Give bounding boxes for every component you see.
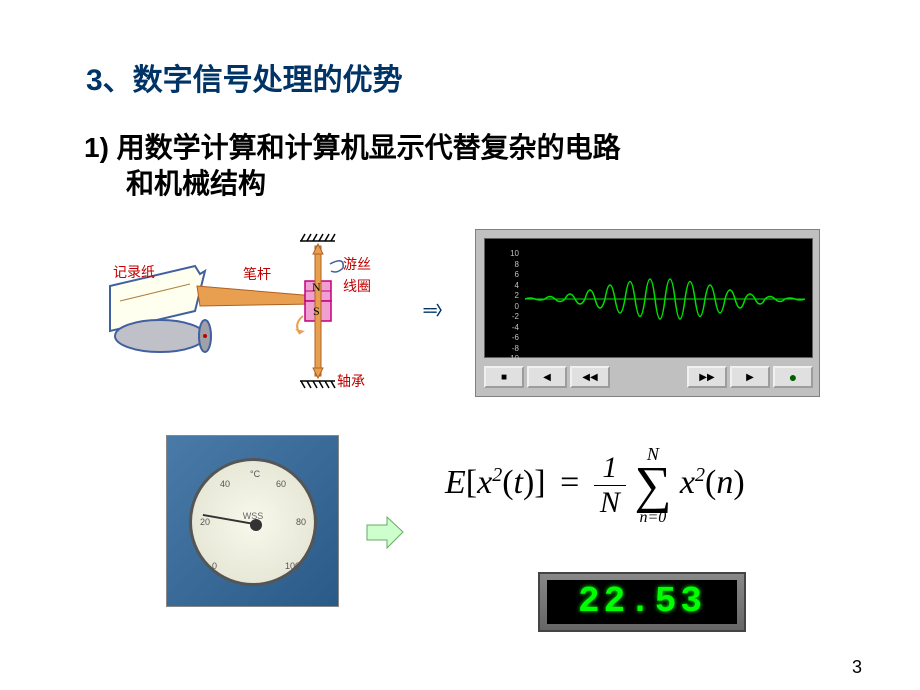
- label-coil: 线圈: [343, 276, 371, 296]
- record-button[interactable]: ●: [773, 366, 813, 388]
- stop-button[interactable]: ■: [484, 366, 524, 388]
- subtitle-line2: 和机械结构: [126, 168, 266, 199]
- signal-controls: ■ ◀ ◀◀ ▶▶ ▶ ●: [484, 364, 813, 390]
- digital-value: 22.53: [547, 580, 737, 624]
- slide-title: 3、数字信号处理的优势: [86, 55, 403, 99]
- label-bearing: 轴承: [337, 371, 365, 391]
- play-button[interactable]: ▶: [730, 366, 770, 388]
- arrow-text: ==〉: [423, 300, 448, 319]
- sigma-icon: ∑: [634, 463, 671, 510]
- label-paper: 记录纸: [113, 262, 155, 282]
- gauge-dial: 0 20 40 °C 60 80 100 WSS: [189, 458, 317, 586]
- label-pen: 笔杆: [243, 264, 271, 284]
- y-axis-labels: 10 8 6 4 2 0 -2 -4 -6 -8 -10: [497, 249, 519, 365]
- formula: E[x2(t)] = 1 N N ∑ n=0 x2(n): [445, 445, 745, 526]
- arrow-right-icon: [365, 515, 405, 550]
- subtitle-line1: 1) 用数学计算和计算机显示代替复杂的电路: [84, 132, 621, 163]
- gauge-hub: [250, 519, 262, 531]
- label-N: N: [312, 280, 321, 295]
- subtitle: 1) 用数学计算和计算机显示代替复杂的电路 和机械结构: [84, 130, 621, 203]
- label-S: S: [313, 304, 320, 319]
- page-number: 3: [852, 657, 862, 678]
- gauge-image: 0 20 40 °C 60 80 100 WSS: [166, 435, 339, 607]
- ffwd-button[interactable]: ▶▶: [687, 366, 727, 388]
- digital-display: 22.53: [538, 572, 746, 632]
- label-spring: 游丝: [343, 254, 371, 274]
- recorder-diagram: 记录纸 笔杆 游丝 线圈 轴承 N S: [105, 226, 410, 391]
- wave-area: [525, 249, 805, 349]
- rewind-button[interactable]: ◀◀: [570, 366, 610, 388]
- signal-display: 10 8 6 4 2 0 -2 -4 -6 -8 -10 ■ ◀ ◀◀ ▶▶ ▶…: [475, 229, 820, 397]
- signal-screen: 10 8 6 4 2 0 -2 -4 -6 -8 -10: [484, 238, 813, 358]
- back-button[interactable]: ◀: [527, 366, 567, 388]
